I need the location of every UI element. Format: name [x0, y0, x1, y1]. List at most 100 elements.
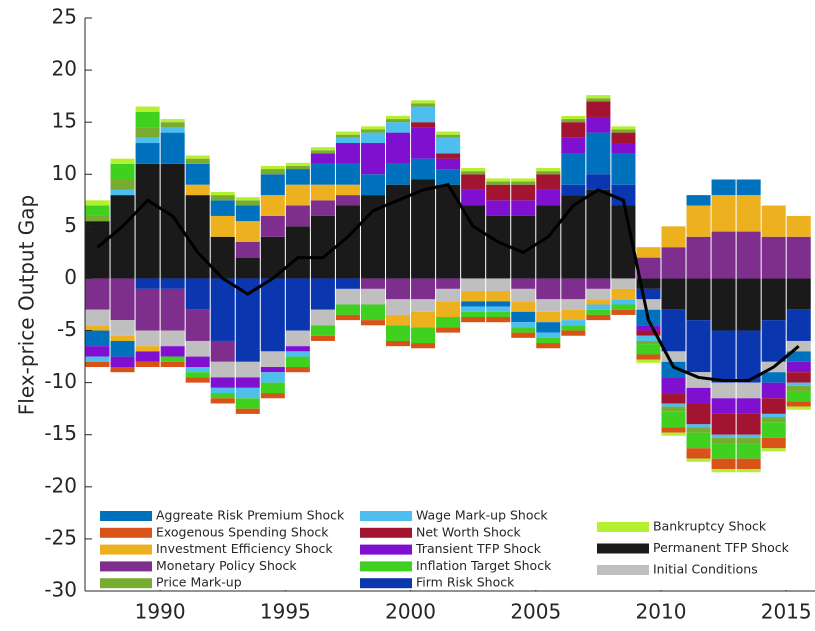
bar-segment	[386, 314, 411, 326]
y-tick-label: 10	[52, 161, 77, 185]
bar-segment	[235, 221, 260, 242]
bar-segment	[561, 122, 586, 138]
bar-segment	[686, 424, 711, 428]
bar-segment	[561, 153, 586, 185]
bar-segment	[285, 356, 310, 368]
bar-segment	[285, 346, 310, 352]
bar-segment	[210, 278, 235, 341]
bar-segment	[285, 205, 310, 227]
bar-segment	[586, 101, 611, 117]
bar-segment	[85, 205, 110, 216]
bar-segment	[185, 158, 210, 164]
x-tick-label: 2015	[761, 600, 812, 624]
bar-segment	[160, 361, 185, 368]
bar-segment	[436, 301, 461, 318]
bar-segment	[736, 469, 761, 473]
legend-label: Inflation Target Shock	[416, 558, 552, 573]
bar-segment	[310, 153, 335, 164]
bar-segment	[411, 179, 436, 279]
bar-segment	[235, 241, 260, 258]
bar-segment	[310, 184, 335, 201]
legend-swatch	[100, 578, 152, 589]
bar-segment	[160, 330, 185, 347]
bar-segment	[461, 290, 486, 302]
bar-segment	[461, 168, 486, 172]
bar-segment	[561, 320, 586, 326]
bar-segment	[586, 278, 611, 289]
bar-segment	[686, 320, 711, 373]
bar-segment	[686, 236, 711, 279]
bar-segment	[711, 330, 736, 383]
bar-segment	[786, 385, 811, 391]
bar-segment	[661, 361, 686, 378]
bar-segment	[436, 134, 461, 138]
bar-segment	[636, 288, 661, 300]
bar-segment	[335, 131, 360, 135]
x-tick-label: 2010	[636, 600, 687, 624]
bar-segment	[335, 134, 360, 138]
bar-segment	[310, 325, 335, 336]
bar-segment	[761, 382, 786, 399]
legend-label: Investment Efficiency Shock	[156, 541, 333, 556]
bar-segment	[636, 335, 661, 341]
bar-segment	[285, 330, 310, 347]
bar-segment	[711, 179, 736, 196]
bar-segment	[185, 195, 210, 279]
bar-segment	[636, 257, 661, 279]
bar-segment	[486, 301, 511, 307]
bar-segment	[686, 205, 711, 237]
bar-segment	[210, 393, 235, 399]
bar-segment	[260, 215, 285, 237]
bar-segment	[536, 189, 561, 206]
y-tick-label: 25	[52, 5, 77, 29]
bar-segment	[386, 115, 411, 120]
y-tick-label: -30	[44, 578, 77, 602]
bar-segment	[386, 340, 411, 347]
legend-swatch	[100, 561, 152, 572]
bar-segment	[586, 314, 611, 321]
bar-segment	[561, 309, 586, 321]
bar-segment	[436, 169, 461, 185]
bar-segment	[310, 309, 335, 326]
y-tick-label: -15	[44, 421, 77, 445]
bar-segment	[511, 181, 536, 185]
bar-segment	[536, 299, 561, 312]
bar-segment	[185, 309, 210, 341]
bar-segment	[661, 427, 686, 433]
bar-segment	[160, 119, 185, 123]
bar-segment	[711, 458, 736, 470]
x-tick-label: 2005	[510, 600, 561, 624]
bar-segment	[586, 132, 611, 175]
bar-segment	[436, 153, 461, 159]
bar-segment	[436, 317, 461, 328]
y-tick-label: 0	[64, 265, 77, 289]
bar-segment	[461, 278, 486, 291]
bar-segment	[210, 236, 235, 279]
bar-segment	[661, 309, 686, 352]
bar-segment	[736, 179, 761, 196]
bar-segment	[85, 215, 110, 222]
legend-swatch	[360, 561, 412, 572]
bar-segment	[135, 111, 160, 128]
bar-segment	[260, 351, 285, 368]
bar-segment	[611, 309, 636, 315]
legend-swatch	[597, 522, 649, 532]
bar-segment	[235, 408, 260, 414]
bar-segment	[486, 278, 511, 291]
bar-segment	[335, 137, 360, 144]
bar-segment	[761, 448, 786, 452]
y-axis-label: Flex-price Output Gap	[15, 195, 39, 415]
bar-segment	[110, 367, 135, 373]
bar-segment	[386, 119, 411, 123]
bar-segment	[586, 299, 611, 305]
bar-segment	[761, 236, 786, 279]
bar-segment	[436, 327, 461, 333]
bar-segment	[135, 127, 160, 138]
bar-segment	[360, 288, 386, 305]
bar-segment	[135, 351, 160, 362]
bar-segment	[110, 195, 135, 279]
bar-segment	[210, 195, 235, 201]
bar-segment	[686, 195, 711, 206]
bar-segment	[85, 361, 110, 368]
bar-segment	[436, 131, 461, 135]
